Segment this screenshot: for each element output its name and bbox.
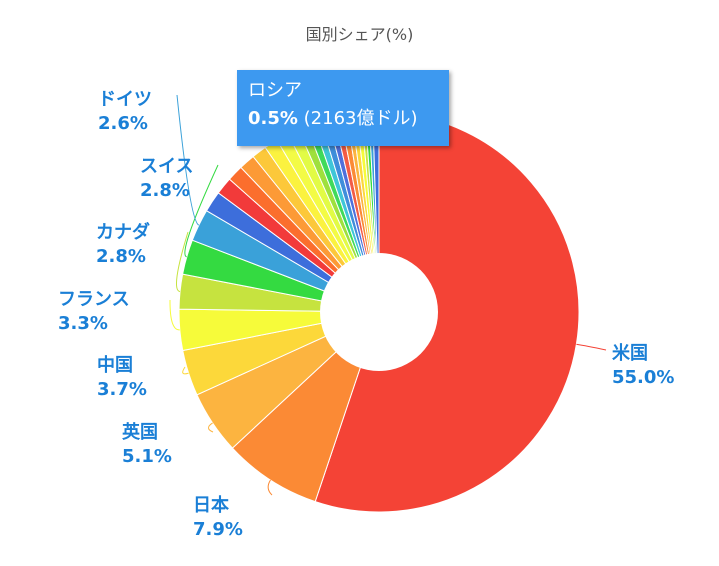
label-japan: 日本 7.9% [193, 494, 243, 542]
leader-line-3 [182, 366, 189, 375]
label-germany: ドイツ 2.6% [98, 88, 152, 136]
leader-line-6 [184, 164, 219, 258]
leader-line-5 [175, 231, 189, 293]
leader-line-4 [169, 299, 180, 331]
label-china: 中国 3.7% [97, 354, 147, 402]
label-uk-value: 5.1% [122, 446, 172, 467]
label-japan-value: 7.9% [193, 519, 243, 540]
label-france-value: 3.3% [58, 313, 108, 334]
label-canada-value: 2.8% [96, 246, 146, 267]
label-us-name: 米国 [612, 343, 648, 364]
pie-slice-1[interactable] [231, 311, 380, 503]
label-switzerland-value: 2.8% [140, 180, 190, 201]
leader-line-1 [267, 479, 273, 496]
tooltip-percent: 0.5% [248, 108, 298, 129]
chart-title: 国別シェア(%) [305, 25, 414, 44]
tooltip-value: 0.5% (2163億ドル) [248, 107, 418, 131]
label-uk: 英国 5.1% [122, 421, 172, 469]
label-us-value: 55.0% [612, 367, 675, 388]
label-us: 米国 55.0% [612, 342, 674, 390]
label-switzerland-name: スイス [140, 156, 194, 177]
donut-hole [320, 253, 438, 371]
label-switzerland: スイス 2.8% [140, 155, 193, 203]
label-germany-value: 2.6% [98, 113, 148, 134]
label-japan-name: 日本 [193, 495, 229, 516]
label-canada: カナダ 2.8% [96, 221, 150, 269]
label-canada-name: カナダ [96, 222, 150, 243]
label-china-name: 中国 [97, 355, 133, 376]
pie-slice-0[interactable] [314, 111, 580, 513]
label-uk-name: 英国 [122, 422, 158, 443]
label-france: フランス 3.3% [58, 288, 130, 336]
tooltip-amount: (2163億ドル) [297, 108, 418, 129]
leader-line-2 [208, 422, 214, 433]
tooltip-name: ロシア [248, 80, 302, 101]
label-germany-name: ドイツ [98, 89, 152, 110]
tooltip-russia: ロシア 0.5% (2163億ドル) [237, 70, 449, 146]
label-china-value: 3.7% [97, 379, 147, 400]
label-france-name: フランス [58, 289, 130, 310]
leader-line-0 [576, 343, 607, 351]
leader-line-7 [176, 94, 200, 226]
